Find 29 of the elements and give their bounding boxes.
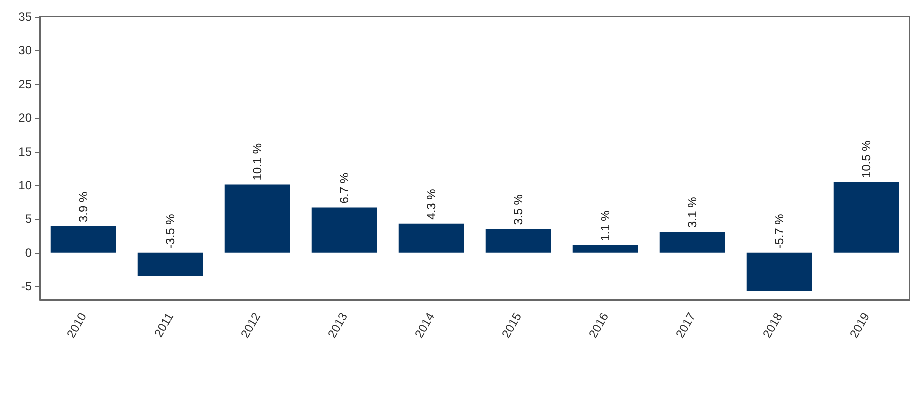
data-label: -5.7 % [772, 214, 786, 249]
data-label: 10.5 % [860, 140, 874, 178]
data-label: 6.7 % [338, 172, 352, 204]
data-label: 3.1 % [686, 196, 700, 228]
y-tick-label: 0 [25, 246, 32, 260]
y-tick-label: 20 [18, 111, 32, 126]
data-label: 3.5 % [512, 194, 526, 226]
bar [746, 252, 812, 292]
bar [138, 252, 204, 276]
bar [398, 224, 464, 253]
y-tick-label: 10 [18, 178, 32, 192]
data-label: 4.3 % [424, 188, 438, 220]
y-tick-label: 5 [25, 212, 32, 226]
bar [834, 182, 900, 253]
data-label: 10.1 % [250, 143, 264, 181]
y-tick-label: -5 [21, 280, 32, 294]
bar [50, 226, 116, 253]
bar [572, 245, 638, 253]
data-label: 1.1 % [598, 210, 612, 242]
bar [660, 232, 726, 253]
bar [224, 184, 290, 253]
data-label: 3.9 % [76, 192, 90, 223]
bar [486, 229, 552, 253]
y-tick-label: 15 [18, 144, 32, 159]
y-tick-label: 30 [18, 44, 32, 58]
y-tick-label: 35 [18, 10, 32, 24]
data-label: -3.5 % [164, 214, 178, 249]
bar [312, 208, 378, 253]
y-tick-label: 25 [18, 77, 32, 92]
